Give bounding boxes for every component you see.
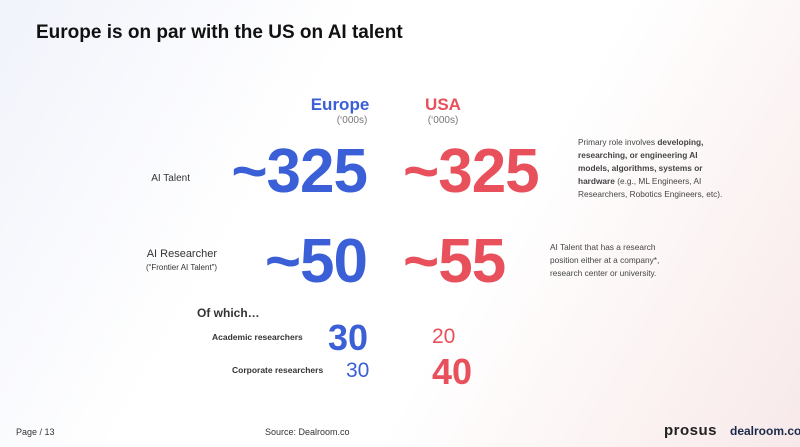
row-label: AI Talent [151, 173, 190, 184]
column-header: Europe [310, 95, 370, 114]
breakdown-label: Academic researchers [212, 332, 303, 342]
value: 20 [432, 325, 456, 348]
row-sublabel: (“Frontier AI Talent”) [146, 263, 217, 272]
value: 30 [328, 317, 369, 358]
note-text: Primary role involves [578, 137, 658, 147]
breakdown-heading: Of which… [197, 306, 260, 320]
page-number: Page / 13 [16, 427, 55, 437]
value: ~55 [403, 227, 506, 296]
row-label: AI Researcher [146, 248, 217, 260]
note-text: AI Talent that has a research position e… [550, 242, 660, 278]
row-note: AI Talent that has a research position e… [550, 241, 680, 280]
value: ~325 [403, 137, 540, 206]
logo: dealroom.co [730, 424, 800, 438]
column-unit: (‘000s) [427, 115, 459, 126]
title: Europe is on par with the US on AI talen… [36, 22, 403, 43]
value: 40 [432, 351, 473, 392]
value: ~325 [231, 137, 368, 206]
column-header: USA [425, 95, 461, 114]
breakdown-label: Corporate researchers [232, 365, 324, 375]
row-note: Primary role involves developing, resear… [578, 136, 728, 201]
note-bold: developing, researching, or engineering … [578, 137, 704, 186]
column-unit: (‘000s) [336, 115, 368, 126]
logo: prosus [664, 422, 718, 439]
note-text: (e.g., ML Engineers, AI Researchers, Rob… [578, 176, 723, 199]
value: ~50 [264, 227, 368, 296]
value: 30 [346, 359, 370, 382]
source: Source: Dealroom.co [265, 427, 350, 437]
